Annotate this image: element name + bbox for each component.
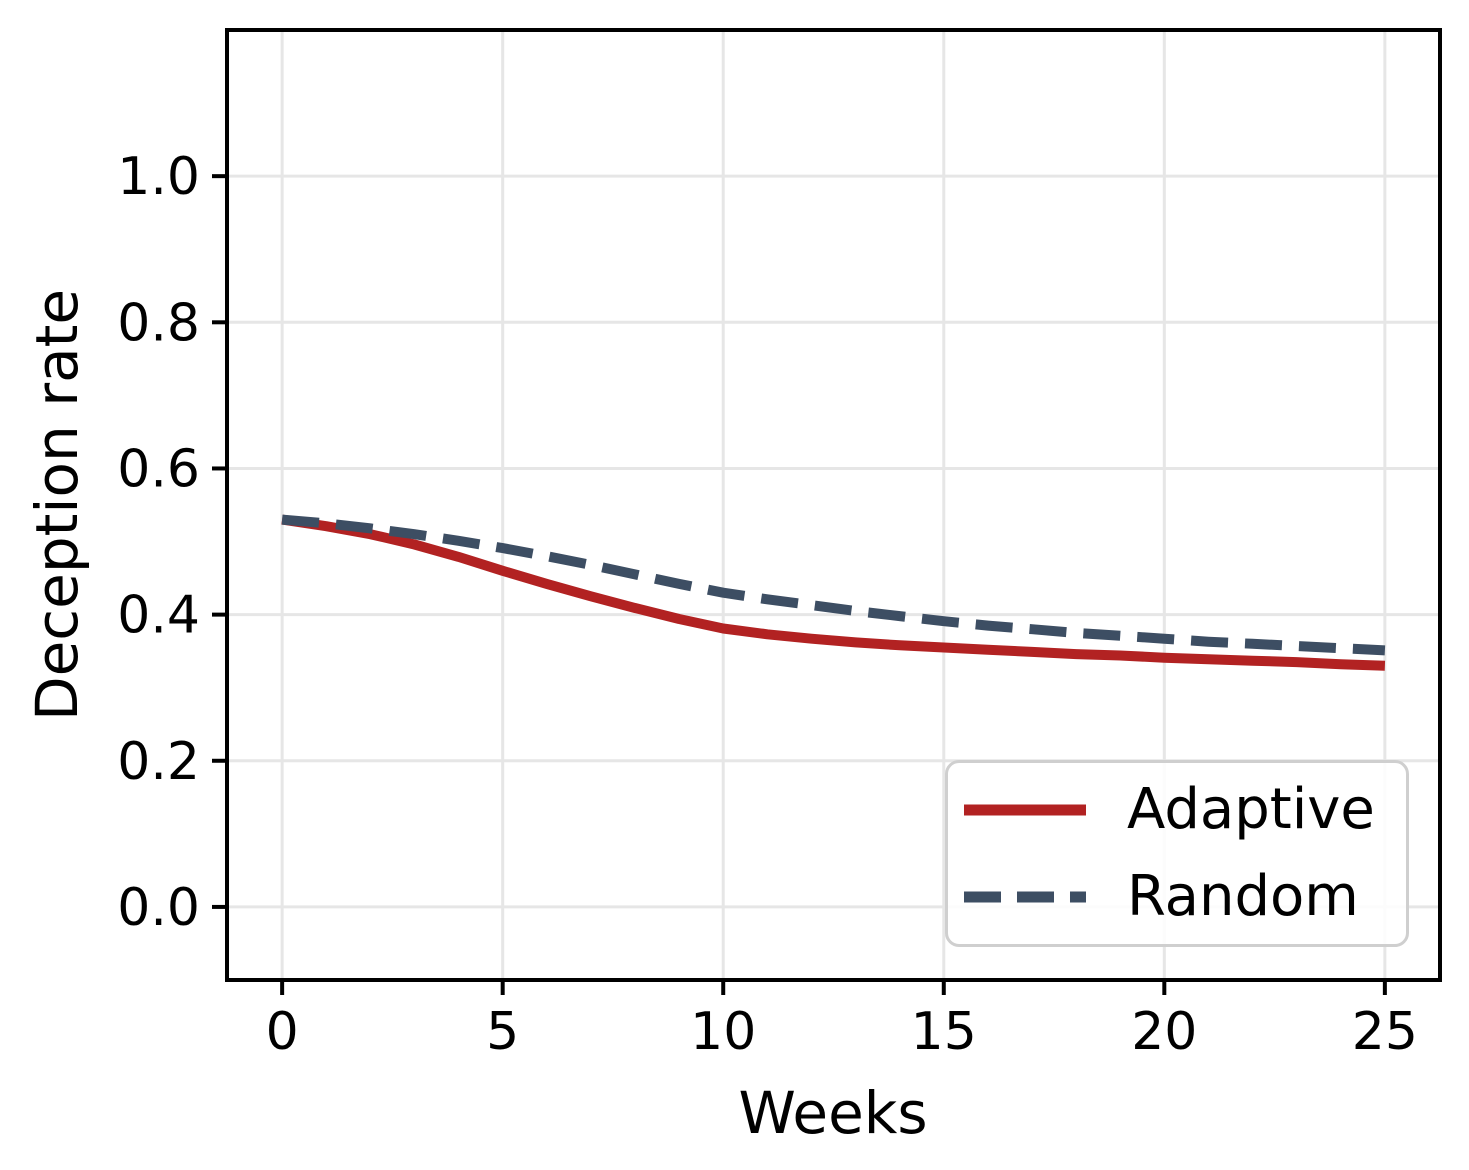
legend-item-random: Random: [948, 869, 1406, 925]
adaptive-line-swatch: [964, 804, 1086, 816]
y-tick-label: 0.6: [117, 439, 200, 499]
x-tick-label: 25: [1352, 1002, 1418, 1062]
plot-border: [225, 28, 1442, 982]
y-tick-label: 0.8: [117, 293, 200, 353]
y-tick-label: 0.2: [117, 732, 200, 792]
legend: Adaptive Random: [945, 760, 1409, 947]
y-tick-label: 0.4: [117, 586, 200, 646]
x-tick-label: 20: [1131, 1002, 1197, 1062]
legend-label-adaptive: Adaptive: [1127, 777, 1375, 842]
legend-label-random: Random: [1127, 864, 1359, 929]
x-tick-label: 0: [266, 1002, 299, 1062]
y-tick-label: 0.0: [117, 878, 200, 938]
series-line-adaptive: [281, 514, 1386, 671]
legend-item-adaptive: Adaptive: [948, 782, 1406, 838]
random-line-swatch: [964, 891, 1086, 903]
x-axis-label: Weeks: [738, 1079, 928, 1147]
y-axis-label: Deception rate: [23, 288, 91, 722]
y-tick-label: 1.0: [117, 147, 200, 207]
series-line-random: [281, 514, 1386, 656]
x-tick-label: 10: [690, 1002, 756, 1062]
x-tick-label: 15: [911, 1002, 977, 1062]
x-tick-label: 5: [486, 1002, 519, 1062]
